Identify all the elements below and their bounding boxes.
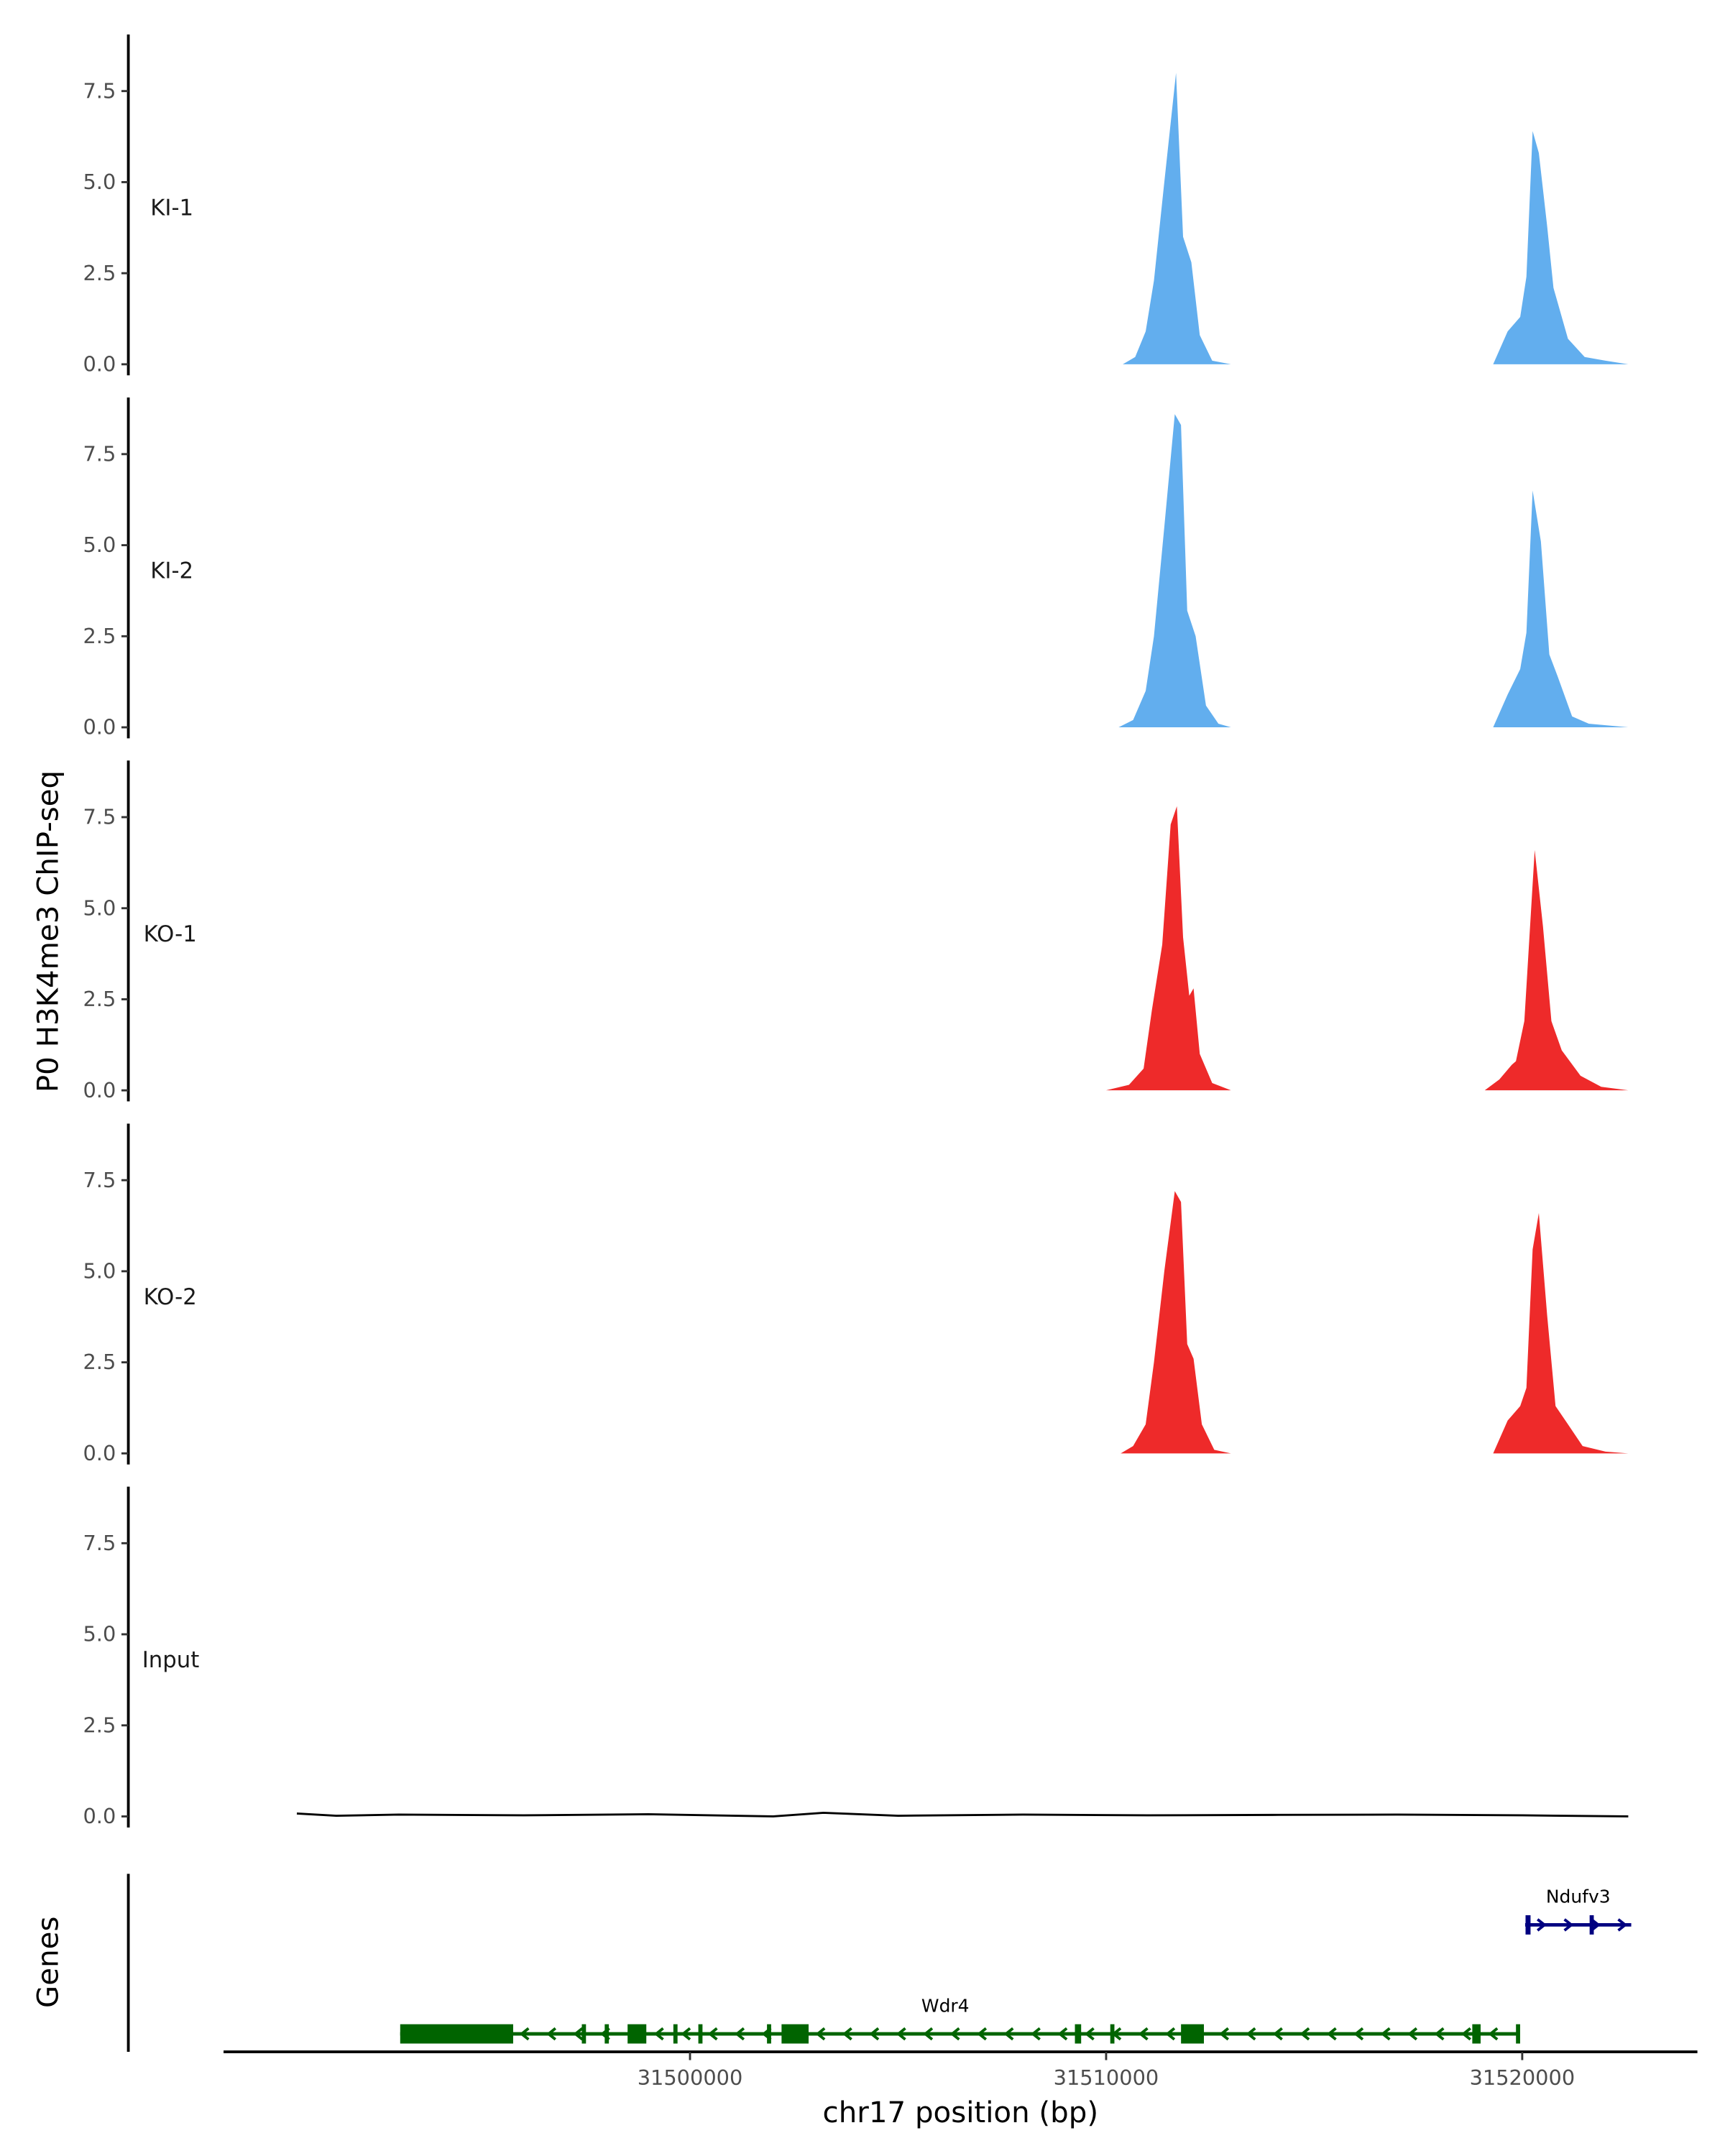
strand-arrow-icon xyxy=(707,2027,718,2041)
y-tick-label: 7.5 xyxy=(83,805,116,829)
strand-arrow-icon xyxy=(1617,1918,1628,1932)
x-tick-label: 31500000 xyxy=(638,2065,743,2090)
gene-label: Wdr4 xyxy=(921,1995,970,2016)
track-label: KO-2 xyxy=(144,1284,197,1310)
y-tick-label: 5.0 xyxy=(83,170,116,194)
strand-arrow-icon xyxy=(1461,2027,1471,2041)
track-label: KI-2 xyxy=(150,558,193,584)
y-tick-label: 5.0 xyxy=(83,1622,116,1646)
strand-arrow-icon xyxy=(1084,2027,1095,2041)
x-axis-title: chr17 position (bp) xyxy=(823,2096,1099,2129)
strand-arrow-icon xyxy=(923,2027,934,2041)
gene-exon xyxy=(1589,1915,1594,1935)
gene-wdr4: Wdr4 xyxy=(400,1995,1520,2044)
strand-arrow-icon xyxy=(519,2027,530,2041)
strand-arrow-icon xyxy=(653,2027,664,2041)
signal-area xyxy=(296,1191,1629,1454)
x-tick-label: 31520000 xyxy=(1470,2065,1576,2090)
strand-arrow-icon xyxy=(1273,2027,1283,2041)
track-ki-1: 0.0 2.5 5.0 7.5 KI-1 xyxy=(83,34,1629,376)
track-label: KO-1 xyxy=(144,921,197,947)
strand-arrow-icon xyxy=(681,2027,691,2041)
y-tick-label: 7.5 xyxy=(83,78,116,103)
strand-arrow-icon xyxy=(815,2027,826,2041)
track-label: KI-1 xyxy=(150,195,193,221)
strand-arrow-icon xyxy=(869,2027,880,2041)
y-tick-label: 2.5 xyxy=(83,1713,116,1737)
strand-arrow-icon xyxy=(1380,2027,1391,2041)
strand-arrow-icon xyxy=(1537,1918,1547,1932)
gene-exon xyxy=(581,2024,586,2044)
y-tick-label: 0.0 xyxy=(83,1804,116,1828)
strand-arrow-icon xyxy=(1326,2027,1337,2041)
gene-exon xyxy=(1181,2024,1204,2044)
strand-arrow-icon xyxy=(1138,2027,1149,2041)
y-tick-label: 0.0 xyxy=(83,351,116,376)
y-tick-label: 5.0 xyxy=(83,895,116,920)
track-ko-2: 0.0 2.5 5.0 7.5 KO-2 xyxy=(83,1123,1629,1465)
y-tick-label: 0.0 xyxy=(83,1078,116,1102)
y-tick-label: 5.0 xyxy=(83,1258,116,1283)
strand-arrow-icon xyxy=(1219,2027,1229,2041)
gene-exon xyxy=(400,2024,513,2044)
gene-exon xyxy=(698,2024,703,2044)
y-tick-label: 7.5 xyxy=(83,1531,116,1555)
x-tick-label: 31510000 xyxy=(1054,2065,1159,2090)
gene-exon xyxy=(767,2024,771,2044)
signal-area xyxy=(296,806,1629,1091)
gene-label: Ndufv3 xyxy=(1546,1886,1611,1907)
y-tick-label: 2.5 xyxy=(83,1350,116,1374)
strand-arrow-icon xyxy=(1165,2027,1176,2041)
y-tick-label: 0.0 xyxy=(83,1441,116,1465)
strand-arrow-icon xyxy=(1407,2027,1418,2041)
gene-exon xyxy=(604,2024,610,2044)
strand-arrow-icon xyxy=(949,2027,960,2041)
gene-exon xyxy=(781,2024,809,2044)
strand-arrow-icon xyxy=(842,2027,852,2041)
strand-arrow-icon xyxy=(573,2027,584,2041)
signal-area xyxy=(296,73,1629,364)
y-tick-label: 5.0 xyxy=(83,533,116,557)
gene-ndufv3: Ndufv3 xyxy=(1524,1886,1632,1935)
strand-arrow-icon xyxy=(1488,2027,1499,2041)
y-tick-label: 2.5 xyxy=(83,624,116,648)
gene-exon xyxy=(1075,2024,1082,2044)
y-tick-label: 7.5 xyxy=(83,441,116,466)
strand-arrow-icon xyxy=(977,2027,988,2041)
y-tick-label: 7.5 xyxy=(83,1168,116,1192)
strand-arrow-icon xyxy=(1434,2027,1445,2041)
gene-exon xyxy=(1516,2024,1520,2044)
y-tick-label: 0.0 xyxy=(83,715,116,740)
strand-arrow-icon xyxy=(546,2027,556,2041)
genes-track-title: Genes xyxy=(32,1917,65,2008)
gene-exon xyxy=(1110,2024,1115,2044)
strand-arrow-icon xyxy=(1563,1918,1574,1932)
strand-arrow-icon xyxy=(1057,2027,1068,2041)
strand-arrow-icon xyxy=(896,2027,906,2041)
strand-arrow-icon xyxy=(1300,2027,1310,2041)
gene-exon xyxy=(1472,2024,1481,2044)
strand-arrow-icon xyxy=(1003,2027,1014,2041)
gene-exon xyxy=(1525,1915,1531,1935)
y-tick-label: 2.5 xyxy=(83,987,116,1011)
strand-arrow-icon xyxy=(735,2027,745,2041)
gene-exon xyxy=(673,2024,678,2044)
track-label: Input xyxy=(142,1647,200,1673)
signal-line xyxy=(296,1812,1629,1818)
y-tick-label: 2.5 xyxy=(83,261,116,285)
track-ko-1: 0.0 2.5 5.0 7.5 KO-1 xyxy=(83,760,1629,1102)
gene-exon xyxy=(627,2024,647,2044)
y-axis-title: P0 H3K4me3 ChIP-seq xyxy=(32,770,65,1092)
track-input: 0.0 2.5 5.0 7.5 Input xyxy=(83,1486,1629,1828)
track-ki-2: 0.0 2.5 5.0 7.5 KI-2 xyxy=(83,397,1629,740)
strand-arrow-icon xyxy=(1031,2027,1041,2041)
strand-arrow-icon xyxy=(1353,2027,1364,2041)
signal-area xyxy=(296,414,1629,728)
strand-arrow-icon xyxy=(1246,2027,1256,2041)
